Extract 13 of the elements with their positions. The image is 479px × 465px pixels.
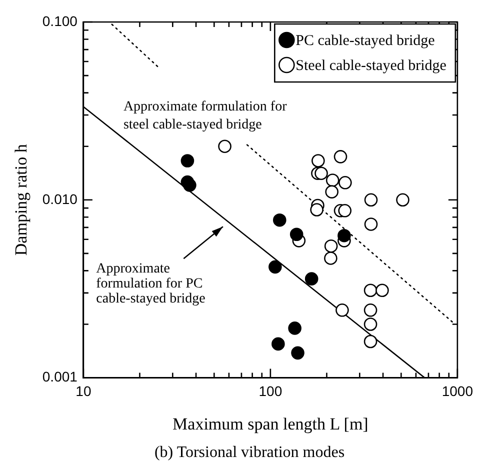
legend-label: PC cable-stayed bridge bbox=[296, 32, 436, 49]
annotation: Approximate formulation for steel cable-stayed bridge bbox=[123, 99, 288, 132]
annotation: Approximate formulation for PC cable-stayed bridge bbox=[96, 262, 206, 307]
y-tick-label: 0.100 bbox=[42, 12, 78, 29]
y-tick-label: 0.001 bbox=[42, 368, 78, 385]
legend-label: Steel cable-stayed bridge bbox=[296, 58, 447, 74]
y-axis-title: Damping ratio h bbox=[12, 144, 31, 256]
y-tick-label: 0.010 bbox=[42, 190, 78, 207]
x-tick-label: 1000 bbox=[442, 383, 474, 400]
x-tick-label: 100 bbox=[258, 383, 282, 400]
x-axis-title: Maximum span length L [m] bbox=[172, 414, 368, 434]
text: (b) Torsional vibration modes bbox=[154, 444, 345, 462]
x-tick-label: 10 bbox=[76, 383, 92, 400]
